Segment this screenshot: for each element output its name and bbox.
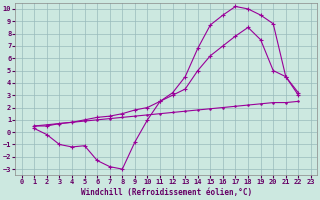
X-axis label: Windchill (Refroidissement éolien,°C): Windchill (Refroidissement éolien,°C) <box>81 188 252 197</box>
